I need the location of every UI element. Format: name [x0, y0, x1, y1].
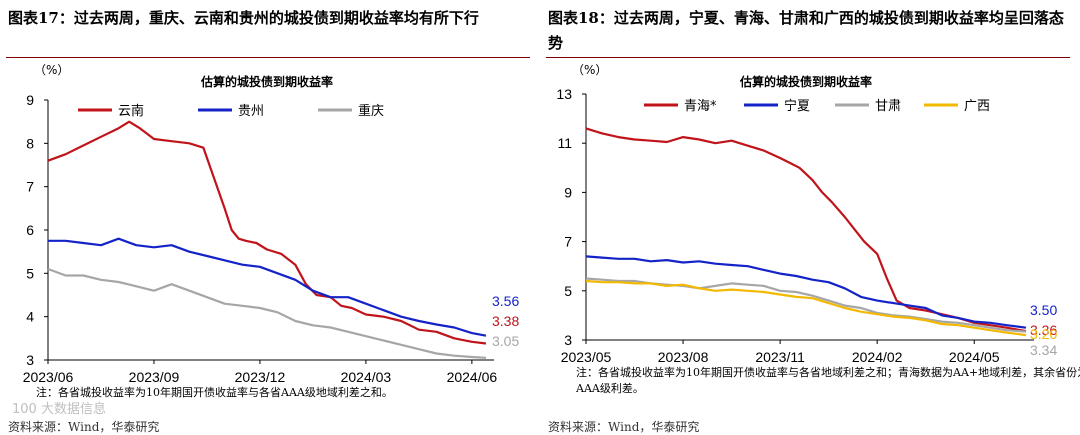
legend-label: 宁夏 — [784, 98, 810, 114]
legend-label: 青海* — [684, 99, 717, 114]
figure-title-text: 过去两周，重庆、云南和贵州的城投债到期收益率均有所下行 — [73, 9, 479, 27]
chart-title: 估算的城投债到期收益率 — [739, 74, 872, 89]
x-tick-label: 2024/06 — [447, 369, 498, 385]
series-line-云南 — [47, 120, 487, 345]
x-tick-label: 2023/05 — [561, 349, 612, 365]
series-line-重庆 — [47, 267, 487, 359]
title-rule — [6, 57, 530, 58]
y-tick-label: 7 — [26, 179, 34, 195]
legend-label: 重庆 — [358, 103, 384, 119]
series-line-广西 — [585, 279, 1027, 337]
y-tick-label: 3 — [564, 332, 572, 348]
y-tick-label: 9 — [26, 92, 34, 108]
x-tick-label: 2023/11 — [755, 349, 805, 365]
figure-18: 图表18：过去两周，宁夏、青海、甘肃和广西的城投债到期收益率均呈回落态势 （%）… — [540, 0, 1080, 435]
y-tick-label: 11 — [557, 135, 572, 151]
x-tick-label: 2023/09 — [129, 369, 180, 385]
figure-17: 图表17：过去两周，重庆、云南和贵州的城投债到期收益率均有所下行 （%） 估算的城… — [6, 6, 530, 434]
x-tick-label: 2023/08 — [658, 349, 709, 365]
chart-note: 注：各省城投收益率为10年期国开债收益率与各省地域利差之和；青海数据为AA+地域… — [576, 365, 1080, 379]
end-value-label: 3.20 — [1030, 326, 1057, 342]
end-value-label: 3.38 — [492, 313, 519, 329]
y-tick-label: 4 — [26, 309, 34, 325]
y-tick-label: 7 — [564, 234, 572, 250]
title-rule — [546, 57, 1070, 58]
legend-label: 贵州 — [238, 104, 264, 119]
y-unit-label: （%） — [572, 63, 607, 77]
end-value-label: 3.50 — [1030, 302, 1057, 318]
y-tick-label: 6 — [26, 222, 34, 238]
chart-note: 注：各省城投收益率为10年期国开债收益率与各省AAA级地域利差之和。 — [36, 385, 393, 398]
legend-label: 甘肃 — [875, 99, 901, 114]
figure-label: 图表18： — [548, 9, 614, 27]
chart-title: 估算的城投债到期收益率 — [200, 74, 333, 89]
y-tick-label: 8 — [26, 135, 34, 151]
y-tick-label: 5 — [26, 265, 34, 281]
series-line-青海* — [585, 127, 1027, 333]
x-tick-label: 2024/05 — [949, 349, 1000, 365]
x-tick-label: 2023/12 — [235, 369, 286, 385]
end-value-label: 3.05 — [492, 333, 519, 349]
source-note: 资料来源：Wind，华泰研究 — [8, 420, 160, 434]
figure-title: 图表18：过去两周，宁夏、青海、甘肃和广西的城投债到期收益率均呈回落态势 — [548, 6, 1068, 56]
series-line-甘肃 — [585, 277, 1027, 333]
figure-title: 图表17：过去两周，重庆、云南和贵州的城投债到期收益率均有所下行 — [8, 6, 528, 31]
legend-label: 云南 — [118, 103, 144, 119]
legend-label: 广西 — [964, 99, 990, 114]
y-tick-label: 3 — [26, 352, 34, 368]
figure-title-text: 过去两周，宁夏、青海、甘肃和广西的城投债到期收益率均呈回落态势 — [548, 9, 1064, 52]
end-value-label: 3.36 — [1030, 322, 1057, 338]
watermark: 100 大数据信息 — [12, 402, 106, 417]
y-tick-label: 13 — [556, 86, 572, 102]
y-unit-label: （%） — [34, 63, 69, 77]
yield-line-chart: （%） 估算的城投债到期收益率 3 5 7 9 11 13 2023/05 2023/08 2023… — [556, 63, 1080, 395]
yield-line-chart: （%） 估算的城投债到期收益率 3 4 5 6 7 8 9 2023/06 2023/09 2023/… — [23, 63, 520, 398]
y-tick-label: 9 — [564, 184, 572, 200]
x-tick-label: 2024/03 — [341, 369, 392, 385]
figure-label: 图表17： — [8, 9, 74, 27]
x-tick-label: 2024/02 — [852, 349, 903, 365]
series-line-宁夏 — [585, 255, 1027, 329]
source-note: 资料来源：Wind，华泰研究 — [548, 420, 700, 434]
series-line-贵州 — [48, 237, 487, 337]
chart-note: AAA级利差。 — [575, 381, 644, 395]
x-tick-label: 2023/06 — [23, 369, 74, 385]
end-value-label: 3.34 — [1030, 342, 1057, 358]
y-tick-label: 5 — [564, 283, 572, 299]
end-value-label: 3.56 — [492, 293, 519, 309]
